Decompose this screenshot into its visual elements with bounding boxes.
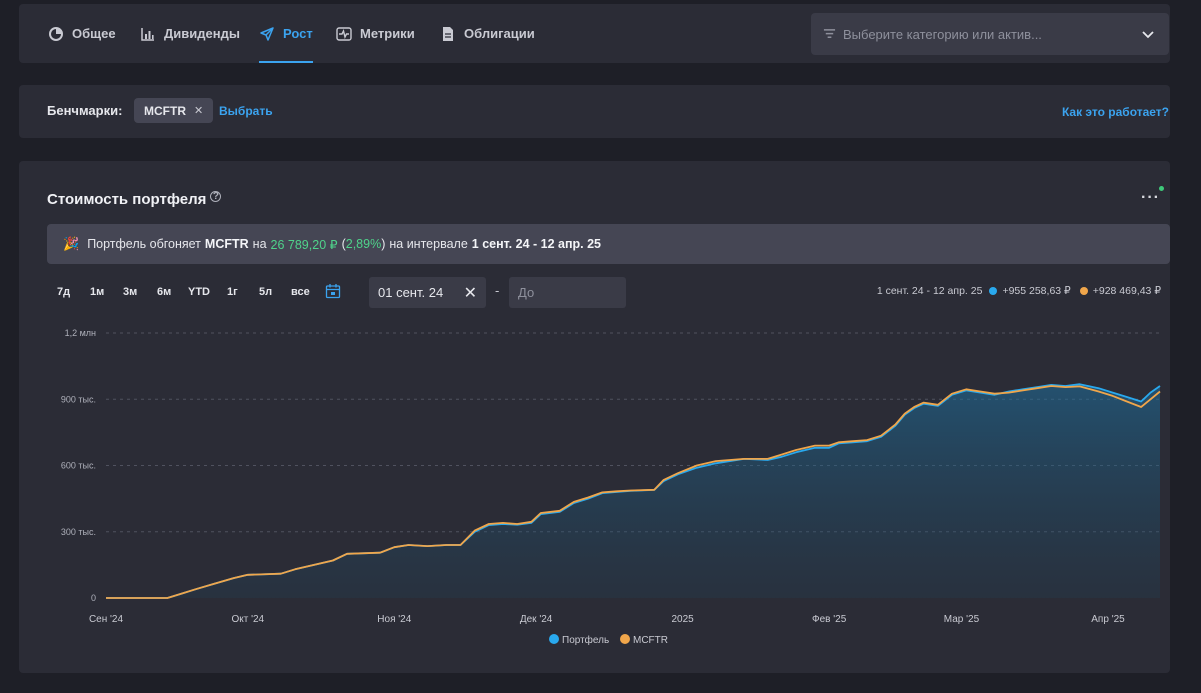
x-tick-label: Фев '25 xyxy=(812,614,847,625)
tab-general[interactable]: Общее xyxy=(48,4,116,63)
comparison-banner: 🎉 Портфель обгоняет MCFTR на 26 789,20 ₽… xyxy=(47,224,1170,264)
portfolio-area xyxy=(106,384,1160,598)
x-tick-label: Мар '25 xyxy=(944,614,980,625)
x-tick-label: Дек '24 xyxy=(520,614,553,625)
portfolio-change: +955 258,63 ₽ xyxy=(1002,285,1071,297)
period-all[interactable]: все xyxy=(291,286,310,298)
tab-metrics-label: Метрики xyxy=(360,26,415,41)
series-line-portfolio xyxy=(106,383,1161,599)
tab-general-label: Общее xyxy=(72,26,116,41)
portfolio-value-card: Стоимость портфеля ? ··· 🎉 Портфель обго… xyxy=(19,161,1170,673)
date-to-placeholder: До xyxy=(518,285,535,300)
bar-chart-icon xyxy=(141,27,154,41)
benchmark-dot xyxy=(1079,287,1088,295)
pulse-icon xyxy=(336,26,352,41)
banner-percent: 2,89% xyxy=(345,237,382,251)
benchmark-change: +928 469,43 ₽ xyxy=(1092,285,1161,297)
portfolio-dot xyxy=(989,287,998,295)
date-range-dash: - xyxy=(495,283,500,298)
more-options-icon[interactable]: ··· xyxy=(1141,186,1164,207)
y-tick-label: 0 xyxy=(91,593,96,603)
pie-icon xyxy=(49,26,63,41)
close-icon[interactable]: ✕ xyxy=(194,105,204,117)
y-tick-label: 900 тыс. xyxy=(61,394,96,404)
y-tick-label: 600 тыс. xyxy=(61,461,96,471)
x-tick-label: Ноя '24 xyxy=(377,614,411,625)
legend-label[interactable]: MCFTR xyxy=(633,635,668,646)
portfolio-title: Стоимость портфеля xyxy=(47,191,207,208)
period-3m[interactable]: 3м xyxy=(123,286,138,298)
y-tick-label: 1,2 млн xyxy=(65,328,96,338)
tab-dividends[interactable]: Дивиденды xyxy=(140,4,240,63)
calendar-icon[interactable] xyxy=(325,283,341,299)
party-icon: 🎉 xyxy=(63,236,80,251)
top-nav-bar: Общее Дивиденды Рост Метрики Облигации В… xyxy=(19,4,1170,63)
banner-prefix: Портфель обгоняет xyxy=(87,237,201,251)
period-ytd[interactable]: YTD xyxy=(188,286,210,298)
banner-paren-close: ) xyxy=(381,237,386,251)
clear-date-icon[interactable]: ✕ xyxy=(463,285,477,302)
filter-icon xyxy=(823,28,836,38)
period-6m[interactable]: 6м xyxy=(157,286,172,298)
benchmark-chip-label: MCFTR xyxy=(144,103,186,118)
period-1y[interactable]: 1г xyxy=(227,286,238,298)
period-1m[interactable]: 1м xyxy=(90,286,105,298)
category-select[interactable]: Выберите категорию или актив... xyxy=(811,13,1169,55)
status-dot xyxy=(1158,186,1164,191)
x-tick-label: 2025 xyxy=(672,614,695,625)
choose-benchmark-link[interactable]: Выбрать xyxy=(219,104,273,118)
date-to-input[interactable]: До xyxy=(509,277,626,308)
period-5y[interactable]: 5л xyxy=(259,286,273,298)
banner-benchmark: MCFTR xyxy=(204,237,249,251)
tab-dividends-label: Дивиденды xyxy=(164,26,240,41)
tab-growth-label: Рост xyxy=(283,26,313,41)
x-tick-label: Сен '24 xyxy=(89,614,124,625)
tab-growth[interactable]: Рост xyxy=(259,4,313,63)
page-title: Стоимость портфеля ? xyxy=(47,191,222,208)
series-line-benchmark xyxy=(106,385,1161,599)
category-select-placeholder: Выберите категорию или актив... xyxy=(843,26,1042,42)
document-icon xyxy=(443,26,453,41)
x-tick-label: Окт '24 xyxy=(231,614,264,625)
range-label: 1 сент. 24 - 12 апр. 25 xyxy=(876,285,983,297)
banner-interval-text: на интервале xyxy=(389,237,468,251)
how-it-works-link[interactable]: Как это работает? xyxy=(1061,105,1169,119)
chevron-down-icon xyxy=(1142,31,1154,39)
banner-on: на xyxy=(252,237,267,251)
rocket-icon xyxy=(260,26,274,41)
legend-label[interactable]: Портфель xyxy=(562,634,609,646)
range-summary: 1 сент. 24 - 12 апр. 25 +955 258,63 ₽ +9… xyxy=(877,285,1161,297)
banner-paren-open: ( xyxy=(341,237,346,251)
tab-bonds[interactable]: Облигации xyxy=(440,4,535,63)
question-icon[interactable]: ? xyxy=(210,191,222,202)
benchmark-chip[interactable]: MCFTR ✕ xyxy=(134,98,214,123)
benchmarks-bar: Бенчмарки: MCFTR ✕ Выбрать Как это работ… xyxy=(19,85,1170,138)
date-from-input[interactable]: 01 сент. 24 ✕ xyxy=(369,277,486,308)
legend-swatch xyxy=(620,634,630,644)
legend-swatch xyxy=(549,634,559,644)
y-tick-label: 300 тыс. xyxy=(61,527,96,537)
banner-interval: 1 сент. 24 - 12 апр. 25 xyxy=(471,237,602,251)
banner-amount: 26 789,20 ₽ xyxy=(270,237,338,252)
tab-bonds-label: Облигации xyxy=(464,26,535,41)
benchmarks-label: Бенчмарки: xyxy=(47,103,123,118)
x-tick-label: Апр '25 xyxy=(1091,614,1125,625)
date-from-value: 01 сент. 24 xyxy=(378,285,444,300)
tab-metrics[interactable]: Метрики xyxy=(336,4,415,63)
period-7d[interactable]: 7д xyxy=(57,286,71,298)
